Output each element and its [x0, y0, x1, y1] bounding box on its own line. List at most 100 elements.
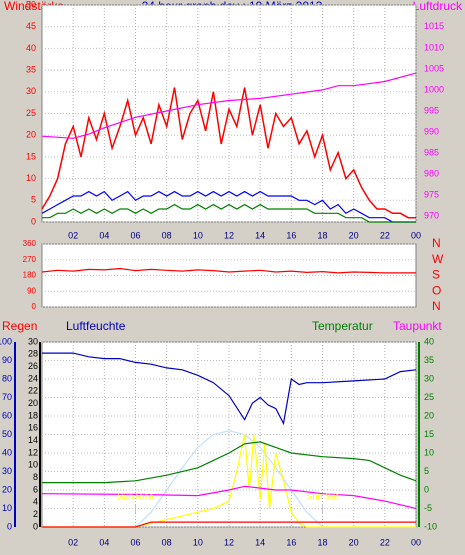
y2-tick-label: 20 — [424, 410, 434, 420]
y2-tick-label: W — [432, 252, 444, 266]
x-tick-label: 18 — [317, 230, 327, 240]
y3-tick-label: 30 — [28, 336, 38, 346]
y-tick-label: 15 — [26, 151, 36, 161]
series-line — [41, 485, 417, 510]
y-tick-label: 25 — [26, 108, 36, 118]
y2-tick-label: 1005 — [424, 63, 444, 73]
series-line — [42, 203, 416, 223]
annotation: Sun Rise — [117, 491, 154, 501]
dewpoint-label: Taupunkt — [393, 319, 442, 333]
x-tick-label: 06 — [130, 230, 140, 240]
y-tick-label: 360 — [23, 239, 37, 248]
y-tick-label: 5 — [31, 195, 36, 205]
x-tick-label: 14 — [255, 230, 265, 240]
y2-tick-label: -10 — [424, 521, 437, 531]
y3-tick-label: 18 — [28, 410, 38, 420]
y-tick-label: 50 — [2, 429, 12, 439]
series-line — [41, 267, 416, 274]
y2-tick-label: S — [432, 268, 440, 282]
y-tick-label: 40 — [2, 447, 12, 457]
y-tick-label: 0 — [32, 302, 37, 311]
x-tick-label: 20 — [349, 230, 359, 240]
x-tick-label: 22 — [380, 537, 390, 547]
x-tick-label: 10 — [193, 230, 203, 240]
y-tick-label: 50 — [26, 0, 36, 9]
y-tick-label: 20 — [2, 484, 12, 494]
x-tick-label: 16 — [286, 537, 296, 547]
x-tick-label: 02 — [68, 537, 78, 547]
x-tick-label: 18 — [317, 537, 327, 547]
y2-tick-label: 30 — [424, 373, 434, 383]
x-tick-label: 06 — [130, 537, 140, 547]
y2-tick-label: 990 — [424, 126, 439, 136]
x-tick-label: 14 — [255, 537, 265, 547]
series-line — [42, 441, 417, 484]
y3-tick-label: 14 — [28, 435, 38, 445]
x-tick-label: 08 — [162, 230, 172, 240]
y2-tick-label: 995 — [424, 105, 439, 115]
y2-tick-label: 5 — [424, 466, 429, 476]
y-tick-label: 30 — [26, 86, 36, 96]
y-tick-label: 270 — [23, 255, 37, 264]
y2-tick-label: 40 — [424, 336, 434, 346]
series-line — [42, 352, 417, 426]
y3-tick-label: 28 — [28, 349, 38, 359]
temperature-label: Temperatur — [312, 319, 373, 333]
y2-tick-label: 0 — [424, 484, 429, 494]
x-tick-label: 00 — [411, 537, 421, 547]
y-tick-label: 0 — [31, 216, 36, 226]
y3-tick-label: 12 — [28, 447, 38, 457]
y3-tick-label: 26 — [28, 361, 38, 371]
y3-tick-label: 6 — [33, 484, 38, 494]
y-tick-label: 40 — [26, 43, 36, 53]
y3-tick-label: 0 — [33, 521, 38, 531]
y2-tick-label: 975 — [424, 189, 439, 199]
y-tick-label: 35 — [26, 64, 36, 74]
y2-tick-label: 25 — [424, 392, 434, 402]
x-tick-label: 12 — [224, 230, 234, 240]
y2-tick-label: 35 — [424, 355, 434, 365]
y3-tick-label: 2 — [33, 509, 38, 519]
y3-tick-label: 22 — [28, 386, 38, 396]
y2-tick-label: N — [432, 299, 441, 313]
series-line — [41, 190, 416, 223]
y-tick-label: 30 — [2, 466, 12, 476]
y2-tick-label: 1015 — [424, 21, 444, 31]
y-tick-label: 10 — [2, 503, 12, 513]
y-tick-label: 60 — [2, 410, 12, 420]
x-tick-label: 08 — [162, 537, 172, 547]
y3-tick-label: 10 — [28, 460, 38, 470]
y2-tick-label: 15 — [424, 429, 434, 439]
y2-tick-label: 970 — [424, 210, 439, 220]
x-tick-label: 20 — [349, 537, 359, 547]
y3-tick-label: 20 — [28, 398, 38, 408]
annotation: Sun Set — [306, 491, 339, 501]
y2-tick-label: O — [432, 283, 441, 297]
series-line — [41, 87, 416, 219]
series-line — [41, 72, 417, 139]
y-tick-label: 90 — [27, 286, 36, 295]
y3-tick-label: 16 — [28, 423, 38, 433]
y2-tick-label: 1000 — [424, 84, 444, 94]
y-tick-label: 100 — [0, 336, 12, 346]
y3-tick-label: 24 — [28, 373, 38, 383]
series-line — [42, 434, 416, 528]
x-tick-label: 00 — [411, 230, 421, 240]
y2-tick-label: 985 — [424, 147, 439, 157]
y-tick-label: 10 — [26, 173, 36, 183]
y-tick-label: 70 — [2, 392, 12, 402]
series-line — [42, 521, 416, 528]
x-tick-label: 12 — [224, 537, 234, 547]
x-tick-label: 16 — [286, 230, 296, 240]
y2-tick-label: 10 — [424, 447, 434, 457]
y3-tick-label: 4 — [33, 497, 38, 507]
x-tick-label: 10 — [193, 537, 203, 547]
x-tick-label: 04 — [99, 230, 109, 240]
x-tick-label: 22 — [380, 230, 390, 240]
pressure-label: Luftdruck — [413, 0, 463, 13]
y2-tick-label: 980 — [424, 168, 439, 178]
y-tick-label: 0 — [7, 521, 12, 531]
y-tick-label: 20 — [26, 130, 36, 140]
x-tick-label: 02 — [68, 230, 78, 240]
